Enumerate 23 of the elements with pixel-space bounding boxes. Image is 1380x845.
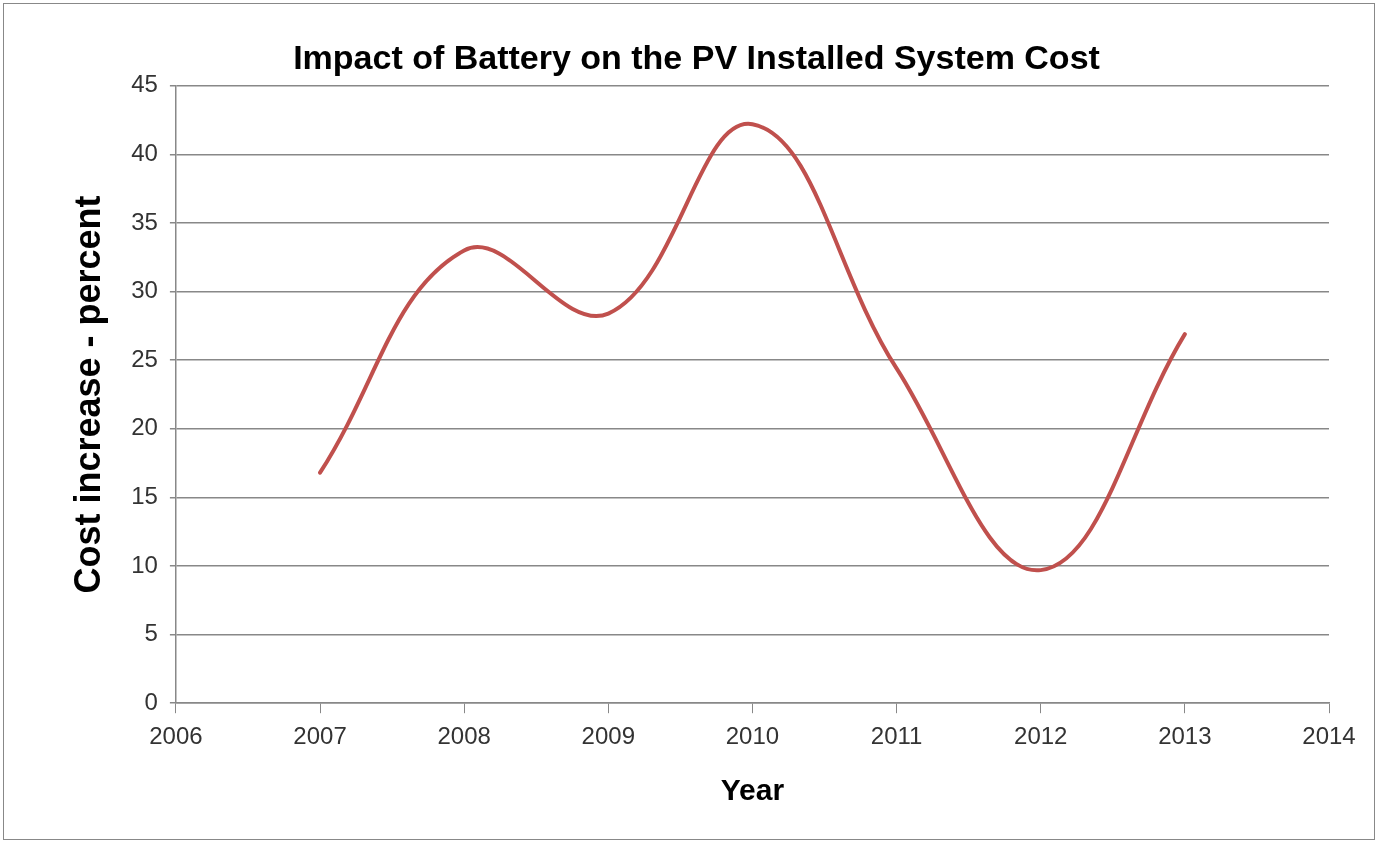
y-tick-label: 15	[131, 482, 158, 510]
y-tick-label: 0	[144, 687, 158, 715]
y-tick-label: 5	[144, 619, 158, 647]
y-tick-label: 35	[131, 207, 158, 235]
y-tick-label: 20	[131, 413, 158, 441]
y-tick-label: 30	[131, 276, 158, 304]
x-tick-label: 2007	[293, 722, 347, 750]
x-tick-label: 2010	[725, 722, 780, 750]
x-tick-label: 2011	[870, 722, 923, 750]
y-tick-label: 40	[131, 139, 158, 167]
x-tick-label: 2012	[1014, 722, 1068, 750]
y-axis-title: Cost increase - percent	[66, 195, 108, 594]
x-tick-label: 2013	[1158, 722, 1212, 750]
y-tick-label: 25	[131, 344, 158, 372]
chart-title: Impact of Battery on the PV Installed System Cost	[293, 37, 1100, 76]
line-series	[318, 122, 1187, 573]
y-tick-label: 10	[131, 550, 158, 578]
x-tick-label: 2009	[581, 722, 635, 750]
y-tick-label: 45	[131, 70, 158, 98]
x-tick-label: 2006	[149, 722, 203, 750]
x-tick-label: 2014	[1302, 722, 1356, 750]
x-axis-title: Year	[720, 773, 785, 807]
x-tick-label: 2008	[437, 722, 491, 750]
